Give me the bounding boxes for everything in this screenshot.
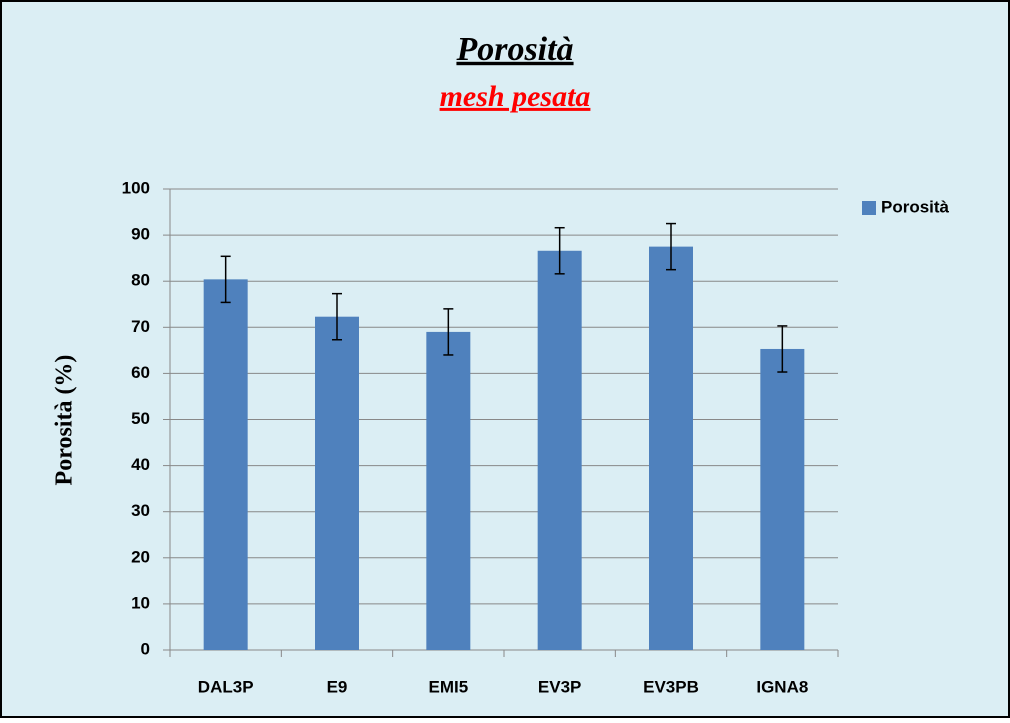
x-tick-label: DAL3P (198, 677, 254, 696)
x-tick-label: IGNA8 (756, 677, 808, 696)
y-tick-label: 20 (131, 547, 150, 566)
y-tick-label: 50 (131, 409, 150, 428)
y-tick-label: 0 (141, 639, 150, 658)
y-tick-label: 90 (131, 225, 150, 244)
y-tick-label: 70 (131, 317, 150, 336)
chart-subtitle: mesh pesata (440, 80, 591, 113)
x-tick-label: EV3PB (643, 677, 699, 696)
error-bar (666, 222, 676, 271)
x-tick-label: E9 (327, 677, 348, 696)
error-bar (777, 325, 788, 373)
y-tick-label: 10 (131, 593, 150, 612)
y-tick-label: 100 (122, 178, 150, 197)
error-bar (554, 226, 565, 275)
error-bar (332, 292, 342, 341)
legend-swatch (862, 201, 876, 215)
y-tick-label: 30 (131, 501, 150, 520)
y-tick-label: 60 (131, 363, 150, 382)
bar (315, 316, 359, 650)
x-tick-label: EV3P (538, 677, 581, 696)
bar (426, 331, 471, 650)
y-axis-label: Porosità (%) (52, 355, 78, 486)
bar (203, 279, 248, 650)
error-bar (220, 255, 231, 304)
x-tick-label: EMI5 (428, 677, 468, 696)
bar (649, 246, 693, 650)
error-bar (443, 308, 454, 356)
bar (760, 348, 805, 650)
legend-label: Porosità (881, 197, 950, 216)
chart-title: Porosità (455, 31, 573, 68)
bar (537, 250, 582, 651)
y-tick-label: 40 (131, 455, 150, 474)
y-tick-label: 80 (131, 271, 150, 290)
